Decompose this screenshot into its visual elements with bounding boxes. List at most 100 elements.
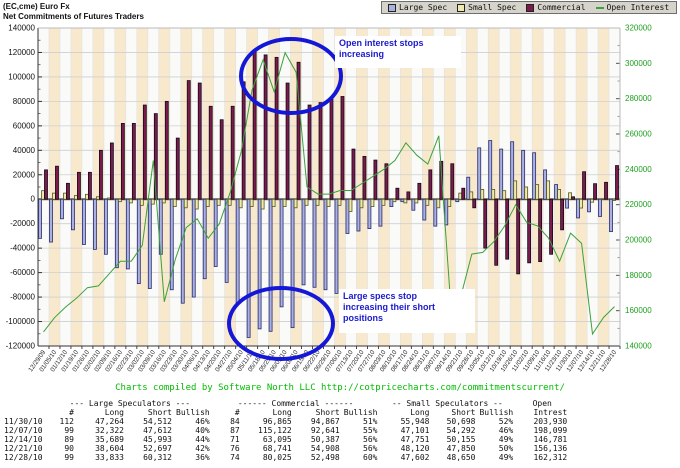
value-cell: 89 (64, 435, 74, 444)
value-cell: 47,751 (400, 435, 430, 444)
table-group-header-row: --- Large Speculators --- ------ Commerci… (2, 399, 569, 408)
column-header-cell: Long (272, 408, 292, 417)
value-cell: 32,322 (95, 426, 124, 435)
value-cell: 54,908 (310, 444, 340, 453)
svg-text:140000: 140000 (625, 342, 652, 351)
svg-text:100000: 100000 (8, 72, 35, 81)
value-cell: 42% (195, 444, 210, 453)
group-header-cell: --- Large Speculators --- (69, 399, 191, 408)
value-cell: 55% (363, 426, 378, 435)
svg-text:40000: 40000 (13, 146, 36, 155)
open-interest-line (43, 51, 615, 336)
svg-text:160000: 160000 (625, 306, 652, 315)
value-cell: 56% (363, 435, 378, 444)
cot-summary-table: --- Large Speculators --- ------ Commerci… (2, 399, 569, 462)
legend-item-open-interest: Open Interest (595, 3, 670, 12)
bar-series-commercial (44, 49, 619, 275)
annotation-line: Large specs stop (343, 291, 418, 301)
value-cell: 63,095 (262, 435, 292, 444)
annotation-line: increasing their short (343, 302, 436, 312)
value-cell: 146,781 (533, 435, 568, 444)
value-cell: 162,312 (533, 453, 568, 462)
column-header-cell: Intrest (533, 408, 568, 417)
report-date-cell: 12/28/10 (4, 453, 43, 462)
value-cell: 48,120 (400, 444, 430, 453)
bar-series-large-spec (38, 140, 613, 338)
value-cell: 52,697 (143, 444, 172, 453)
value-cell: 47,264 (95, 417, 124, 426)
table-row: 12/07/10 99 32,322 47,612 40% 87 115,122 92,641… (2, 426, 569, 435)
table-column-header-row: # Long Short Bullish # Long Short Bullish Long Sh… (2, 408, 569, 417)
cot-net-positions-chart: 140000120000100000800006000040000200000-… (6, 24, 653, 374)
table-row: 12/14/10 89 35,689 45,993 44% 71 63,095 50,387 5… (2, 435, 569, 444)
value-cell: 92,641 (310, 426, 340, 435)
svg-text:300000: 300000 (625, 59, 652, 68)
value-cell: 50% (498, 444, 514, 453)
svg-text:200000: 200000 (625, 236, 652, 245)
value-cell: 33,833 (95, 453, 124, 462)
group-header-cell: ------ Commercial ------ (237, 399, 354, 408)
value-cell: 60% (363, 453, 378, 462)
value-cell: 47,101 (400, 426, 430, 435)
small-spec-swatch (457, 3, 466, 12)
legend-label: Small Spec (468, 3, 517, 12)
value-cell: 47,602 (400, 453, 430, 462)
value-cell: 51% (363, 417, 378, 426)
value-cell: 74 (230, 453, 240, 462)
svg-text:-80000: -80000 (10, 293, 35, 302)
value-cell: 50,387 (310, 435, 340, 444)
value-cell: 49% (498, 453, 514, 462)
column-header-cell: Bullish (479, 408, 514, 417)
value-cell: 203,930 (533, 417, 568, 426)
svg-text:320000: 320000 (625, 24, 652, 33)
table-body: 11/30/10 112 47,264 54,512 46% 84 96,865 94,867… (2, 417, 569, 462)
value-cell: 99 (64, 453, 74, 462)
column-header-cell: Short (315, 408, 340, 417)
table-row: 12/21/10 90 38,604 52,697 42% 76 68,741 54,908 5… (2, 444, 569, 453)
commercial-swatch (526, 3, 535, 12)
column-header-cell: Long (104, 408, 124, 417)
value-cell: 68,741 (262, 444, 292, 453)
chart-subtitle: Net Commitments of Futures Traders (3, 12, 144, 21)
svg-text:260000: 260000 (625, 130, 652, 139)
svg-text:0: 0 (31, 195, 36, 204)
report-date-cell: 11/30/10 (4, 417, 43, 426)
value-cell: 46% (498, 426, 514, 435)
value-cell: 35,689 (95, 435, 124, 444)
svg-text:220000: 220000 (625, 200, 652, 209)
value-cell: 87 (230, 426, 240, 435)
svg-text:-120000: -120000 (6, 342, 36, 351)
value-cell: 94,867 (310, 417, 340, 426)
value-cell: 84 (230, 417, 240, 426)
group-header-cell (2, 399, 48, 408)
column-header-cell: # (69, 408, 74, 417)
svg-text:280000: 280000 (625, 94, 652, 103)
annotation-line: positions (343, 313, 383, 323)
large-spec-swatch (388, 3, 396, 12)
value-cell: 50,155 (446, 435, 476, 444)
value-cell: 52% (498, 417, 514, 426)
value-cell: 49% (498, 435, 514, 444)
value-cell: 44% (195, 435, 210, 444)
value-cell: 60,312 (143, 453, 172, 462)
svg-text:20000: 20000 (13, 170, 36, 179)
value-cell: 96,865 (262, 417, 292, 426)
value-cell: 112 (59, 417, 74, 426)
value-cell: 99 (64, 426, 74, 435)
svg-text:140000: 140000 (8, 24, 35, 33)
legend-item-small-spec: Small Spec (457, 3, 516, 12)
value-cell: 198,099 (533, 426, 568, 435)
svg-text:-20000: -20000 (10, 219, 35, 228)
chart-legend: Large Spec Small Spec Commercial Open Inter… (381, 1, 677, 14)
value-cell: 45,993 (143, 435, 172, 444)
legend-item-large-spec: Large Spec (388, 3, 447, 12)
column-header-cell (2, 408, 48, 417)
svg-text:180000: 180000 (625, 271, 652, 280)
open-interest-annotation: Open interest stops increasing (335, 36, 461, 68)
value-cell: 55,948 (400, 417, 430, 426)
legend-label: Open Interest (606, 3, 670, 12)
column-header-cell: Bullish (343, 408, 378, 417)
large-specs-annotation: Large specs stop increasing their short … (339, 289, 475, 333)
value-cell: 56% (363, 444, 378, 453)
